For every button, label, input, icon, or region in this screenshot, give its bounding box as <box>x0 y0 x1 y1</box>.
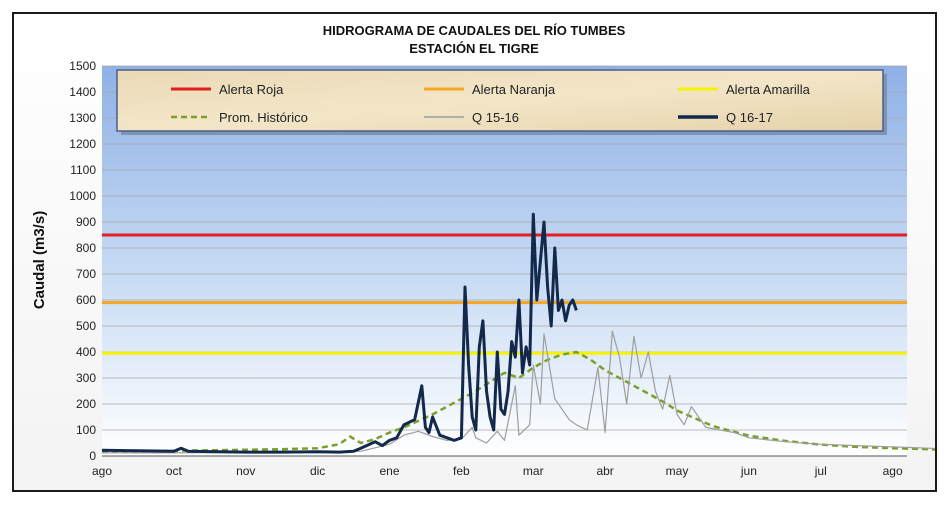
legend-box <box>116 69 884 132</box>
x-tick-9: jun <box>740 464 757 478</box>
threshold-lines <box>102 233 907 355</box>
series-prom-historico <box>101 350 935 453</box>
y-tick-800: 800 <box>76 241 96 255</box>
x-tick-7: abr <box>596 464 613 478</box>
x-tick-3: dic <box>310 464 325 478</box>
y-tick-300: 300 <box>76 371 96 385</box>
legend-label-alerta-roja: Alerta Roja <box>219 82 284 97</box>
y-tick-1300: 1300 <box>69 111 96 125</box>
y-tick-1500: 1500 <box>69 59 96 73</box>
x-tick-8: may <box>666 464 689 478</box>
hydrograph-chart: HIDROGRAMA DE CAUDALES DEL RÍO TUMBES ES… <box>31 23 935 478</box>
chart-frame: HIDROGRAMA DE CAUDALES DEL RÍO TUMBES ES… <box>12 12 937 492</box>
x-tick-5: feb <box>453 464 470 478</box>
y-tick-1100: 1100 <box>70 163 96 177</box>
y-tick-700: 700 <box>76 267 96 281</box>
y-tick-600: 600 <box>76 293 96 307</box>
chart-subtitle: ESTACIÓN EL TIGRE <box>409 41 539 56</box>
y-axis-label: Caudal (m3/s) <box>31 211 48 309</box>
legend: Alerta Roja Alerta Naranja Alerta Amaril… <box>116 69 887 135</box>
y-tick-500: 500 <box>76 319 96 333</box>
y-tick-0: 0 <box>89 449 96 463</box>
x-tick-10: jul <box>814 464 827 478</box>
y-tick-1200: 1200 <box>69 137 96 151</box>
y-tick-100: 100 <box>76 423 96 437</box>
x-tick-1: oct <box>166 464 183 478</box>
x-tick-2: nov <box>236 464 255 478</box>
y-tick-400: 400 <box>76 345 96 359</box>
legend-label-q1617: Q 16-17 <box>726 110 773 125</box>
x-tick-4: ene <box>379 464 399 478</box>
y-axis-ticks: 0 100 200 300 400 500 600 700 800 900 1000 1100 1200… <box>69 59 96 463</box>
y-tick-1400: 1400 <box>69 85 96 99</box>
legend-label-alerta-naranja: Alerta Naranja <box>472 82 556 97</box>
y-tick-1000: 1000 <box>69 189 96 203</box>
series-q1617 <box>101 212 578 454</box>
x-tick-0: ago <box>92 464 112 478</box>
legend-label-prom-historico: Prom. Histórico <box>219 110 308 125</box>
series-lines <box>101 212 935 454</box>
legend-label-q1516: Q 15-16 <box>472 110 519 125</box>
y-tick-900: 900 <box>76 215 96 229</box>
y-tick-200: 200 <box>76 397 96 411</box>
chart-title: HIDROGRAMA DE CAUDALES DEL RÍO TUMBES <box>323 23 626 38</box>
x-tick-6: mar <box>523 464 544 478</box>
series-q1516 <box>102 330 935 454</box>
x-tick-11: ago <box>883 464 903 478</box>
legend-label-alerta-amarilla: Alerta Amarilla <box>726 82 811 97</box>
x-axis-ticks: ago oct nov dic ene feb mar abr may jun jul ago <box>92 464 903 478</box>
